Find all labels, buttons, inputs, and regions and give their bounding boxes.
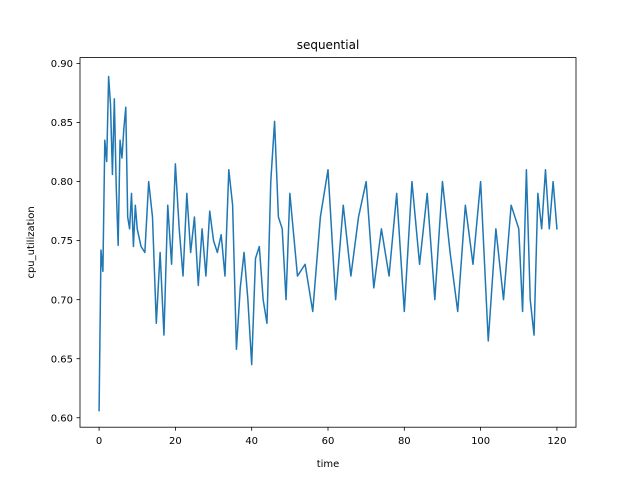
y-tick-label: 0.75 (51, 236, 73, 247)
series-line (98, 75, 558, 412)
x-tick-label: 80 (398, 436, 411, 447)
y-tick-label: 0.80 (51, 177, 73, 188)
y-tick-label: 0.60 (51, 413, 73, 424)
x-axis-label: time (317, 459, 340, 470)
chart-title: sequential (297, 38, 360, 52)
x-tick-label: 60 (322, 436, 335, 447)
x-tick-label: 120 (547, 436, 566, 447)
plot-area (79, 57, 577, 428)
x-tick-label: 0 (96, 436, 102, 447)
x-axis: 0 20 40 60 80 100 120 (96, 427, 566, 447)
x-tick-label: 40 (245, 436, 258, 447)
y-tick-label: 0.90 (51, 59, 73, 70)
x-tick-label: 100 (471, 436, 490, 447)
y-tick-label: 0.70 (51, 295, 73, 306)
x-tick-label: 20 (169, 436, 182, 447)
plot-background (80, 57, 576, 428)
y-axis-label: cpu_utilization (26, 206, 37, 278)
y-tick-label: 0.65 (51, 354, 73, 365)
y-axis: 0.60 0.65 0.70 0.75 0.80 0.85 0.90 (51, 59, 80, 424)
y-tick-label: 0.85 (51, 118, 73, 129)
